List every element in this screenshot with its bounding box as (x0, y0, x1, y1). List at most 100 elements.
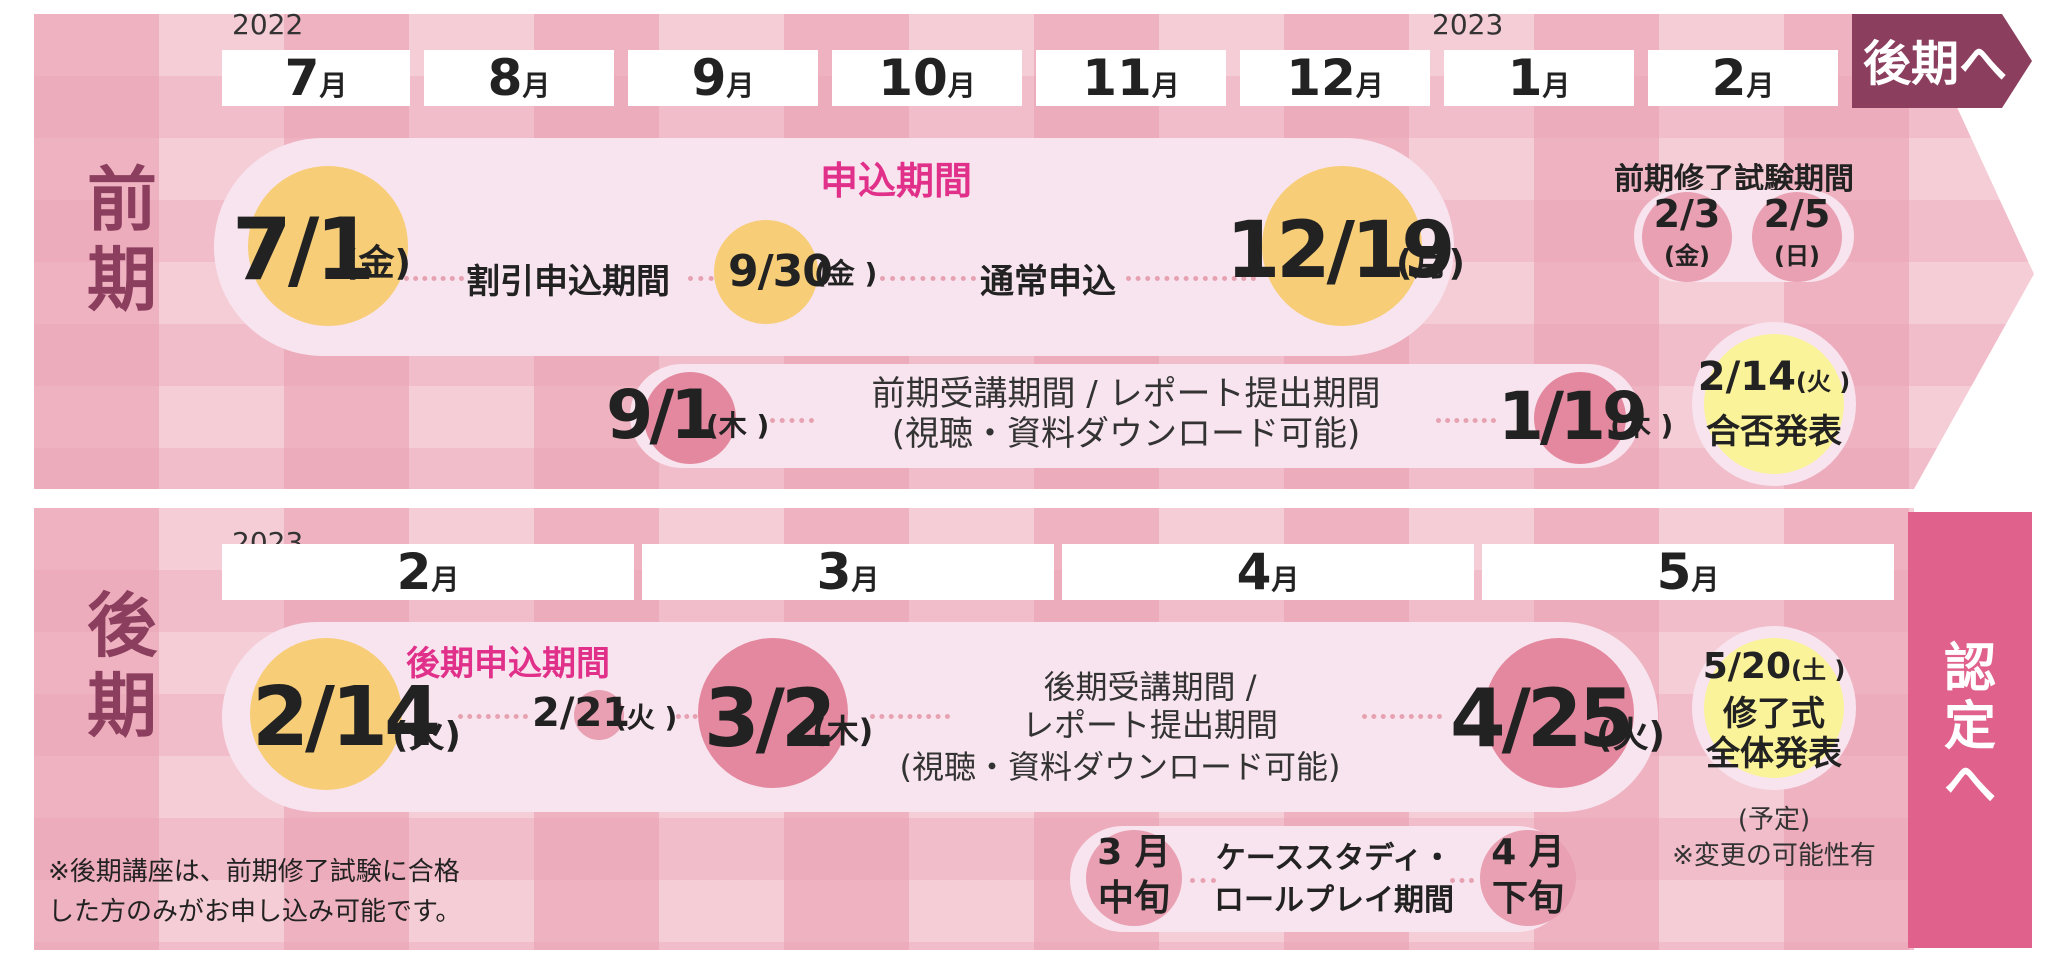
second-term-label: 後 期 (87, 585, 157, 747)
ceremony-note-line1: (予定) (1737, 805, 1811, 835)
case-end-line1: 4 月 (1491, 832, 1565, 873)
dotted-connector (1362, 714, 1442, 719)
exam-start-dow: (金) (1664, 242, 1710, 270)
month-nov: 11月 (1036, 50, 1226, 106)
dotted-connector (404, 276, 464, 281)
case-start-circle (1086, 830, 1182, 926)
exam-start-circle (1642, 192, 1732, 282)
dotted-connector (870, 714, 950, 719)
discount-period-label: 割引申込期間 (466, 262, 670, 302)
exam-end-circle (1752, 192, 1842, 282)
apply-end-circle (1262, 166, 1422, 326)
second-apply-start-circle (250, 638, 402, 790)
dotted-connector (1126, 276, 1256, 281)
discount-end-circle (714, 220, 818, 324)
course-start-circle (644, 372, 736, 464)
discount-end-dow: (金 ) (814, 257, 878, 290)
apply-start-dow: (金) (342, 243, 411, 284)
second-course-line2: レポート提出期間 (1021, 706, 1278, 744)
second-course-start-date: 3/2 (704, 672, 837, 765)
case-start-label: 3 月 中旬 (1076, 830, 1192, 922)
second-apply-end-dow: (火 ) (614, 701, 678, 734)
month-oct: 10月 (832, 50, 1022, 106)
certification-button-label[interactable]: 認 定 へ (1943, 639, 1996, 815)
course-period-pill (630, 364, 1640, 468)
ceremony-note-line2: ※変更の可能性有 (1672, 841, 1876, 871)
result-label: 合否発表 (1706, 412, 1842, 452)
dotted-connector (676, 714, 706, 719)
second-course-start-dow: (木) (812, 712, 874, 750)
second-apply-start-dow: (火) (392, 715, 461, 756)
dotted-connector (688, 276, 724, 281)
application-period-title: 申込期間 (820, 159, 973, 203)
month-sep: 9月 (628, 50, 818, 106)
dotted-connector (1190, 878, 1216, 883)
dotted-connector (1450, 878, 1474, 883)
case-study-label: ケーススタディ・ ロールプレイ期間 (1204, 838, 1464, 922)
dotted-connector (458, 714, 528, 719)
exam-end-dow: (日) (1774, 242, 1820, 270)
month-jan: 1月 (1444, 50, 1634, 106)
year-label-2022: 2022 (232, 8, 304, 41)
second-term-footnote: ※後期講座は、前期修了試験に合格 した方のみがお申し込み可能です。 (48, 852, 461, 932)
next-term-button[interactable]: 後期へ (1862, 36, 2007, 92)
exam-end-date: 2/5 (1763, 192, 1831, 236)
course-end-circle (1534, 372, 1626, 464)
apply-start-date: 7/1 (232, 200, 375, 300)
apply-end-date: 12/19 (1226, 206, 1456, 296)
course-start-dow: (木 ) (706, 409, 770, 442)
course-period-label: 前期受講期間 / レポート提出期間 (視聴・資料ダウンロード可能) (816, 374, 1436, 454)
exam-start-date: 2/3 (1653, 192, 1721, 236)
second-course-end-dow: (火) (1596, 715, 1665, 756)
normal-application-label: 通常申込 (980, 262, 1116, 302)
apply-end-dow: (月) (1396, 243, 1465, 284)
second-apply-start-date: 2/14 (252, 670, 441, 765)
month-dec: 12月 (1240, 50, 1430, 106)
dotted-connector (880, 276, 976, 281)
case-start-line1: 3 月 (1097, 832, 1171, 873)
ceremony-circle (1704, 638, 1844, 778)
year-label-2023: 2023 (1432, 8, 1504, 41)
month-mar: 3月 (642, 544, 1054, 600)
second-apply-end-date: 2/21 (532, 690, 631, 736)
result-circle (1704, 334, 1844, 474)
apply-start-circle (248, 166, 408, 326)
course-end-dow: (木 ) (1610, 409, 1674, 442)
second-course-line1: 後期受講期間 / (1043, 668, 1257, 706)
next-term-button-shape[interactable] (1852, 14, 2032, 108)
ceremony-date-line: 5/20(土 ) (1692, 646, 1856, 687)
application-period-pill (214, 138, 1454, 356)
case-study-line1: ケーススタディ・ (1215, 841, 1453, 876)
month-jul: 7月 (222, 50, 410, 106)
course-end-date: 1/19 (1498, 378, 1648, 455)
second-course-period-label: 後期受講期間 / レポート提出期間 (940, 668, 1360, 744)
course-start-date: 9/1 (606, 376, 717, 455)
course-period-line1: 前期受講期間 / レポート提出期間 (871, 374, 1381, 414)
ceremony-note: (予定) ※変更の可能性有 (1640, 802, 1908, 874)
ceremony-line1: 修了式 (1723, 694, 1825, 734)
ceremony-line2: 全体発表 (1706, 734, 1842, 774)
ceremony-label: 修了式 全体発表 (1692, 694, 1856, 774)
second-apply-end-circle (574, 690, 624, 740)
second-course-end-date: 4/25 (1450, 672, 1634, 765)
case-start-line2: 中旬 (1097, 878, 1170, 919)
month-feb-second: 2月 (222, 544, 634, 600)
footnote-line2: した方のみがお申し込み可能です。 (48, 897, 462, 927)
discount-end-date: 9/30 (728, 246, 833, 297)
footnote-line1: ※後期講座は、前期修了試験に合格 (48, 857, 460, 887)
second-course-end-circle (1484, 638, 1634, 788)
second-application-title: 後期申込期間 (406, 644, 610, 684)
case-study-line2: ロールプレイ期間 (1214, 883, 1454, 918)
result-dow: (火 ) (1795, 368, 1851, 396)
result-date: 2/14 (1697, 354, 1796, 400)
month-feb: 2月 (1648, 50, 1838, 106)
second-course-start-circle (698, 638, 848, 788)
ceremony-date: 5/20 (1702, 646, 1791, 687)
dotted-connector (1436, 418, 1496, 423)
ceremony-dow: (土 ) (1791, 656, 1846, 684)
month-apr: 4月 (1062, 544, 1474, 600)
course-period-line2: (視聴・資料ダウンロード可能) (891, 414, 1361, 454)
month-may: 5月 (1482, 544, 1894, 600)
certification-button[interactable] (1908, 512, 2032, 948)
month-aug: 8月 (424, 50, 614, 106)
